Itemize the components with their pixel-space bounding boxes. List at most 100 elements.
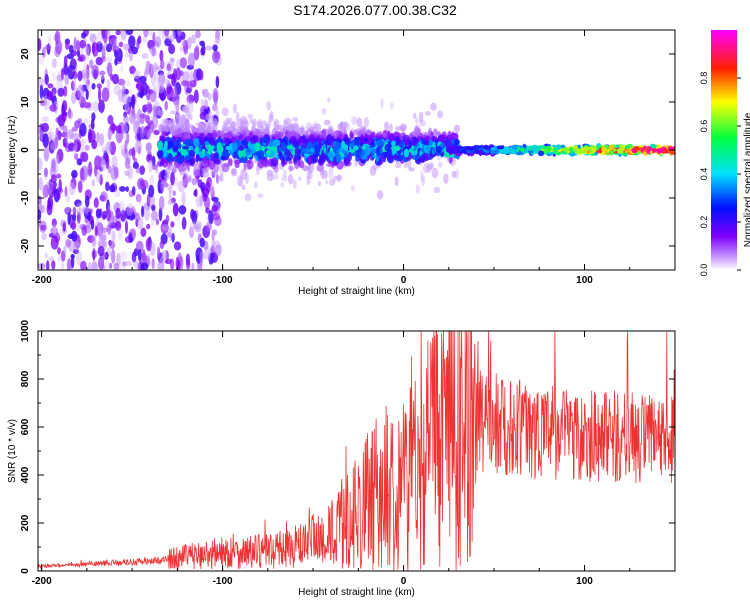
spectrogram-cell xyxy=(353,145,359,151)
spectrogram-cell xyxy=(236,175,243,187)
spectrogram-cell xyxy=(161,30,166,40)
spectrogram-cell xyxy=(349,133,355,139)
spectrogram-cell xyxy=(124,157,131,170)
spectrogram-cell xyxy=(51,218,57,227)
spectrogram-cell xyxy=(196,154,200,161)
spectrogram-cell xyxy=(100,159,107,171)
spectrogram-cell xyxy=(135,167,140,174)
spectrogram-cell xyxy=(119,251,128,261)
spectrogram-cell xyxy=(102,210,108,219)
spectrogram-cell xyxy=(149,174,155,189)
x-tick-label: -200 xyxy=(32,275,52,286)
spectrogram-cell xyxy=(321,149,325,160)
spectrogram-cell xyxy=(320,171,325,176)
spectrogram-cell xyxy=(577,144,581,149)
y-axis-label: Frequency (Hz) xyxy=(7,116,18,185)
y-tick-label: 1000 xyxy=(20,319,31,342)
spectrogram-cell xyxy=(124,220,129,234)
spectrogram-cell xyxy=(483,145,490,150)
spectrogram-cell xyxy=(65,194,71,203)
spectrogram-cell xyxy=(114,49,118,59)
spectrogram-cell xyxy=(295,142,300,149)
spectrogram-cell xyxy=(147,128,153,140)
spectrogram-cell xyxy=(123,115,129,125)
spectrogram-cell xyxy=(363,116,369,128)
spectrogram-cell xyxy=(425,145,432,152)
colorbar-tick-label: 0.6 xyxy=(699,120,709,133)
spectrogram-cell xyxy=(418,111,424,123)
spectrogram-cell xyxy=(218,175,221,181)
spectrogram-cell xyxy=(155,79,161,95)
spectrogram-cell xyxy=(316,164,325,172)
spectrogram-cell xyxy=(403,148,409,158)
spectrogram-cell xyxy=(413,112,417,119)
spectrogram-cell xyxy=(124,139,128,155)
spectrogram-cell xyxy=(333,141,341,151)
spectrogram-cell xyxy=(147,160,154,173)
snr-series-line xyxy=(38,331,675,571)
spectrogram-cell xyxy=(325,179,329,185)
spectrogram-cell xyxy=(116,252,121,266)
spectrogram-cell xyxy=(136,108,143,124)
spectrogram-cell xyxy=(120,209,127,222)
spectrogram-cell xyxy=(44,149,49,163)
spectrogram-cell xyxy=(87,163,93,178)
spectrogram-cell xyxy=(157,109,164,117)
spectrogram-cell xyxy=(85,88,89,100)
spectrogram-cell xyxy=(162,159,168,168)
spectrogram-cell xyxy=(596,146,600,151)
spectrogram-cell xyxy=(280,182,285,188)
spectrogram-cell xyxy=(137,146,142,155)
spectrogram-cell xyxy=(181,216,187,230)
spectrogram-cell xyxy=(158,207,163,222)
spectrogram-cell xyxy=(170,57,175,63)
spectrogram-cell xyxy=(148,63,154,78)
spectrogram-cell xyxy=(48,127,53,137)
spectrogram-cell xyxy=(86,83,91,91)
spectrogram-cell xyxy=(82,206,90,214)
y-tick-label: 20 xyxy=(20,48,31,60)
spectrogram-cell xyxy=(155,218,160,226)
spectrogram-cell xyxy=(151,47,156,57)
spectrogram-cell xyxy=(298,160,305,169)
y-axis-label: SNR (10 * v/v) xyxy=(7,419,18,483)
spectrogram-cell xyxy=(234,162,240,169)
spectrogram-cell xyxy=(66,258,72,270)
spectrogram-cell xyxy=(106,130,111,139)
spectrogram-cell xyxy=(80,151,85,162)
spectrogram-cell xyxy=(173,202,178,217)
spectrogram-cell xyxy=(646,148,651,155)
spectrogram-cell xyxy=(178,70,184,77)
spectrogram-cell xyxy=(281,176,288,182)
spectrogram-cell xyxy=(209,139,215,146)
spectrogram-cell xyxy=(347,151,353,162)
spectrogram-cell xyxy=(164,167,171,176)
spectrogram-cell xyxy=(299,127,304,135)
spectrogram-cell xyxy=(46,91,53,101)
spectrogram-cell xyxy=(107,223,112,236)
spectrogram-cell xyxy=(384,143,391,152)
spectrogram-cell xyxy=(55,154,59,164)
spectrogram-cell xyxy=(204,140,209,146)
spectrogram-cell xyxy=(118,41,124,48)
spectrogram-cell xyxy=(109,73,114,81)
spectrogram-cell xyxy=(421,175,426,187)
spectrogram-cell xyxy=(311,153,318,164)
spectrogram-cell xyxy=(175,256,179,270)
spectrogram-cell xyxy=(115,220,122,231)
spectrogram-cell xyxy=(376,139,384,147)
spectrogram-cell xyxy=(117,78,126,86)
spectrogram-cell xyxy=(490,150,496,155)
spectrogram-cell xyxy=(120,124,128,134)
spectrogram-cell xyxy=(245,125,249,134)
spectrogram-cell xyxy=(255,165,260,176)
spectrogram-cell xyxy=(72,241,81,251)
spectrogram-cell xyxy=(105,43,113,53)
spectrogram-cell xyxy=(274,130,281,140)
spectrogram-cell xyxy=(443,173,449,184)
spectrogram-cell xyxy=(343,137,351,142)
spectrogram-cell xyxy=(320,169,325,179)
spectrogram-cell xyxy=(177,30,183,37)
spectrogram-cell xyxy=(139,126,146,139)
spectrogram-cell xyxy=(115,132,119,140)
